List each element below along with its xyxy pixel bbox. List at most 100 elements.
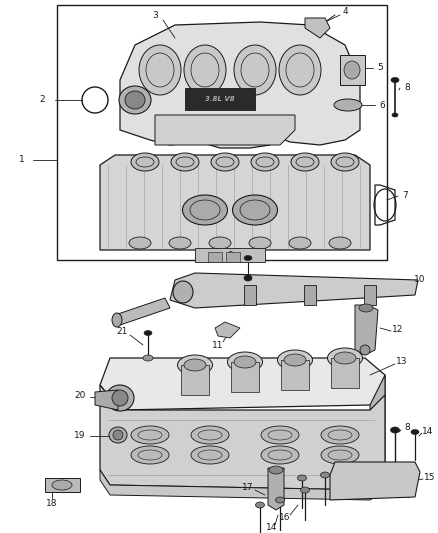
Text: 7: 7 xyxy=(402,190,408,199)
Ellipse shape xyxy=(360,345,370,355)
Polygon shape xyxy=(181,365,209,395)
Ellipse shape xyxy=(321,472,329,478)
Ellipse shape xyxy=(244,275,252,281)
Polygon shape xyxy=(100,155,370,250)
Ellipse shape xyxy=(321,426,359,444)
Ellipse shape xyxy=(261,446,299,464)
Text: 8: 8 xyxy=(404,84,410,93)
Ellipse shape xyxy=(321,446,359,464)
Text: 8: 8 xyxy=(404,424,410,432)
Ellipse shape xyxy=(279,45,321,95)
Ellipse shape xyxy=(131,426,169,444)
Text: 3.8L V8: 3.8L V8 xyxy=(205,96,235,102)
Polygon shape xyxy=(355,305,378,355)
Polygon shape xyxy=(185,88,255,110)
Ellipse shape xyxy=(289,237,311,249)
Ellipse shape xyxy=(328,348,363,368)
Ellipse shape xyxy=(300,487,310,493)
Ellipse shape xyxy=(143,355,153,361)
Ellipse shape xyxy=(131,446,169,464)
Ellipse shape xyxy=(234,45,276,95)
Bar xyxy=(195,248,265,262)
Polygon shape xyxy=(100,470,385,500)
Text: 19: 19 xyxy=(74,431,86,440)
Ellipse shape xyxy=(276,497,285,503)
Text: 15: 15 xyxy=(424,473,436,482)
Ellipse shape xyxy=(119,86,151,114)
Ellipse shape xyxy=(169,237,191,249)
Ellipse shape xyxy=(184,359,206,371)
Text: 14: 14 xyxy=(266,523,278,532)
Ellipse shape xyxy=(125,91,145,109)
Ellipse shape xyxy=(144,330,152,335)
Ellipse shape xyxy=(278,350,312,370)
Ellipse shape xyxy=(251,153,279,171)
Text: 20: 20 xyxy=(74,391,86,400)
Ellipse shape xyxy=(334,99,362,111)
Ellipse shape xyxy=(106,385,134,411)
Polygon shape xyxy=(231,362,259,392)
Ellipse shape xyxy=(131,153,159,171)
Bar xyxy=(226,252,240,262)
Ellipse shape xyxy=(183,195,227,225)
Ellipse shape xyxy=(391,427,399,433)
Text: 6: 6 xyxy=(379,101,385,109)
Polygon shape xyxy=(364,285,376,305)
Ellipse shape xyxy=(129,237,151,249)
Ellipse shape xyxy=(109,427,127,443)
Ellipse shape xyxy=(211,153,239,171)
Text: 9: 9 xyxy=(227,251,233,260)
Ellipse shape xyxy=(392,113,398,117)
Text: 11: 11 xyxy=(212,341,224,350)
Polygon shape xyxy=(170,273,418,308)
Text: 13: 13 xyxy=(396,358,408,367)
Ellipse shape xyxy=(173,281,193,303)
Text: 1: 1 xyxy=(19,156,25,165)
Polygon shape xyxy=(115,298,170,325)
Ellipse shape xyxy=(344,61,360,79)
Ellipse shape xyxy=(261,426,299,444)
Text: 2: 2 xyxy=(39,95,45,104)
Ellipse shape xyxy=(113,430,123,440)
Ellipse shape xyxy=(191,446,229,464)
Ellipse shape xyxy=(297,475,307,481)
Ellipse shape xyxy=(244,255,252,261)
Text: 18: 18 xyxy=(46,498,58,507)
Text: 10: 10 xyxy=(414,276,426,285)
Bar xyxy=(57,5,387,260)
Ellipse shape xyxy=(112,313,122,327)
Ellipse shape xyxy=(52,480,72,490)
Polygon shape xyxy=(100,358,385,410)
Text: 14: 14 xyxy=(422,427,434,437)
Ellipse shape xyxy=(233,195,278,225)
Ellipse shape xyxy=(184,45,226,95)
Ellipse shape xyxy=(391,77,399,83)
Text: 17: 17 xyxy=(242,483,254,492)
Text: 5: 5 xyxy=(377,63,383,72)
Polygon shape xyxy=(370,375,385,490)
Text: 12: 12 xyxy=(392,326,404,335)
Polygon shape xyxy=(155,115,295,145)
Ellipse shape xyxy=(255,502,265,508)
Text: 21: 21 xyxy=(117,327,128,336)
Polygon shape xyxy=(330,462,420,500)
Ellipse shape xyxy=(234,356,256,368)
Polygon shape xyxy=(244,285,256,305)
Polygon shape xyxy=(305,18,330,38)
Ellipse shape xyxy=(359,304,373,312)
Ellipse shape xyxy=(191,426,229,444)
Ellipse shape xyxy=(177,355,212,375)
Ellipse shape xyxy=(291,153,319,171)
Polygon shape xyxy=(215,322,240,338)
Polygon shape xyxy=(120,22,360,148)
Polygon shape xyxy=(45,478,80,492)
Ellipse shape xyxy=(284,354,306,366)
Text: 3: 3 xyxy=(152,11,158,20)
Polygon shape xyxy=(95,390,118,410)
Ellipse shape xyxy=(249,237,271,249)
Ellipse shape xyxy=(329,237,351,249)
Ellipse shape xyxy=(112,390,128,406)
Polygon shape xyxy=(304,285,316,305)
Bar xyxy=(208,252,222,262)
Ellipse shape xyxy=(227,352,262,372)
